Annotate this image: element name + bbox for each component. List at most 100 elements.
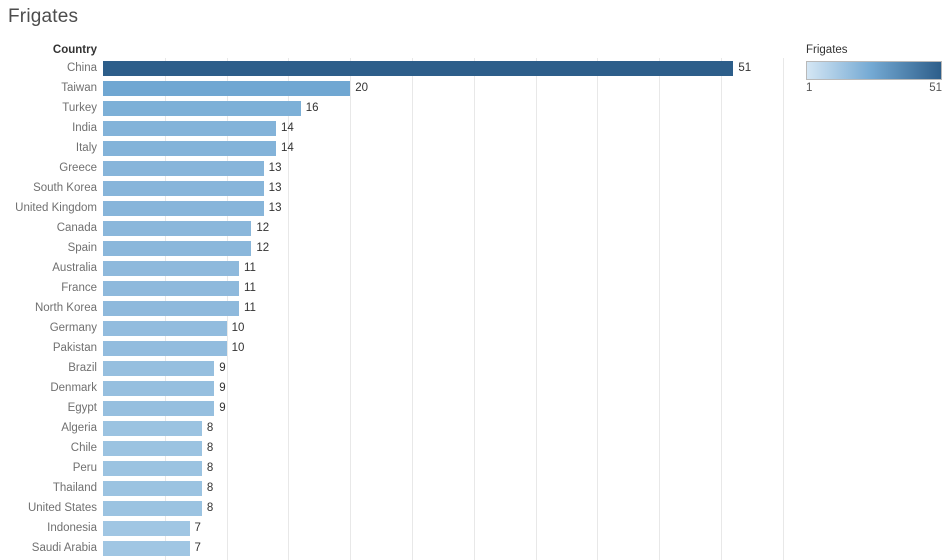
bar-value-label: 11 [243,302,256,314]
table-row: China 51 [0,58,945,78]
country-axis-label[interactable]: Saudi Arabia [31,542,97,554]
country-axis-label[interactable]: Pakistan [52,342,97,354]
table-row: India 14 [0,118,945,138]
frigate-count-bar[interactable] [103,480,202,496]
country-axis-label[interactable]: Indonesia [47,522,97,534]
table-row: Italy 14 [0,138,945,158]
bar-value-label: 20 [355,82,368,94]
table-row: Peru 8 [0,458,945,478]
legend-title: Frigates [806,44,848,56]
table-row: Chile 8 [0,438,945,458]
table-row: Algeria 8 [0,418,945,438]
table-row: Indonesia 7 [0,518,945,538]
country-axis-label[interactable]: Spain [67,242,97,254]
table-row: Taiwan 20 [0,78,945,98]
frigate-count-bar[interactable] [103,520,190,536]
bar-value-label: 12 [256,222,270,234]
frigate-count-bar[interactable] [103,60,734,76]
bar-value-label: 11 [243,262,256,274]
country-axis-label[interactable]: Thailand [52,482,97,494]
table-row: Brazil 9 [0,358,945,378]
frigate-count-bar[interactable] [103,80,351,96]
frigate-count-bar[interactable] [103,180,264,196]
frigate-count-bar[interactable] [103,500,202,516]
frigate-count-bar[interactable] [103,300,239,316]
bar-value-label: 11 [243,282,256,294]
frigate-count-bar[interactable] [103,200,264,216]
country-axis-label[interactable]: United States [27,502,97,514]
frigate-count-bar[interactable] [103,320,227,336]
bar-value-label: 8 [206,482,214,494]
frigate-count-bar[interactable] [103,120,277,136]
country-axis-label[interactable]: South Korea [33,182,97,194]
country-axis-label[interactable]: United Kingdom [15,202,97,214]
country-axis-label[interactable]: Denmark [50,382,97,394]
frigate-count-bar[interactable] [103,340,227,356]
frigate-count-bar[interactable] [103,440,202,456]
country-axis-label[interactable]: India [72,122,97,134]
frigate-count-bar[interactable] [103,380,215,396]
frigate-count-bar[interactable] [103,140,277,156]
vertical-gridline [721,58,722,560]
table-row: Greece 13 [0,158,945,178]
legend-min-label: 1 [806,82,813,94]
country-axis-label[interactable]: Canada [56,222,97,234]
bar-value-label: 7 [194,522,201,534]
frigate-count-bar[interactable] [103,460,202,476]
country-axis-label[interactable]: China [66,62,97,74]
bar-value-label: 13 [268,182,282,194]
legend-gradient-bar[interactable] [806,61,942,80]
table-row: North Korea 11 [0,298,945,318]
chart-title: Frigates [8,6,79,27]
table-row: Canada 12 [0,218,945,238]
table-row: Egypt 9 [0,398,945,418]
frigate-count-bar[interactable] [103,360,215,376]
legend-labels: 1 51 [806,82,942,94]
frigate-count-bar[interactable] [103,220,252,236]
country-column-header[interactable]: Country [52,44,97,56]
country-axis-label[interactable]: Turkey [62,102,97,114]
country-axis-label[interactable]: Algeria [61,422,97,434]
bar-value-label: 9 [219,362,226,374]
table-row: France 11 [0,278,945,298]
table-row: Australia 11 [0,258,945,278]
table-row: Turkey 16 [0,98,945,118]
bar-value-label: 8 [206,462,214,474]
vertical-gridline [288,58,290,560]
frigate-count-bar[interactable] [103,260,239,276]
country-axis-label[interactable]: Germany [49,322,97,334]
frigate-count-bar[interactable] [103,420,202,436]
country-axis-label[interactable]: Egypt [67,402,97,414]
bar-value-label: 13 [268,202,282,214]
vertical-gridline [659,58,661,560]
country-axis-label[interactable]: Australia [52,262,97,274]
country-axis-label[interactable]: Chile [70,442,97,454]
frigate-count-bar[interactable] [103,540,190,556]
frigate-count-bar[interactable] [103,400,215,416]
frigate-count-bar[interactable] [103,240,252,256]
frigate-count-bar[interactable] [103,280,239,296]
bar-value-label: 9 [219,382,226,394]
bar-value-label: 8 [206,502,214,514]
table-row: Pakistan 10 [0,338,945,358]
legend-max-label: 51 [929,82,942,94]
table-row: United Kingdom 13 [0,198,945,218]
country-axis-label[interactable]: North Korea [34,302,97,314]
bar-value-label: 7 [194,542,201,554]
table-row: South Korea 13 [0,178,945,198]
bar-value-label: 14 [281,122,294,134]
country-axis-label[interactable]: France [61,282,97,294]
bar-value-label: 9 [219,402,226,414]
vertical-gridline [412,58,413,560]
country-axis-label[interactable]: Greece [59,162,97,174]
country-axis-label[interactable]: Italy [75,142,97,154]
country-axis-label[interactable]: Peru [72,462,97,474]
frigate-count-bar[interactable] [103,100,301,116]
frigate-count-bar[interactable] [103,160,264,176]
bar-value-label: 8 [206,442,214,454]
country-axis-label[interactable]: Taiwan [61,82,97,94]
bar-value-label: 14 [281,142,294,154]
country-axis-label[interactable]: Brazil [68,362,97,374]
